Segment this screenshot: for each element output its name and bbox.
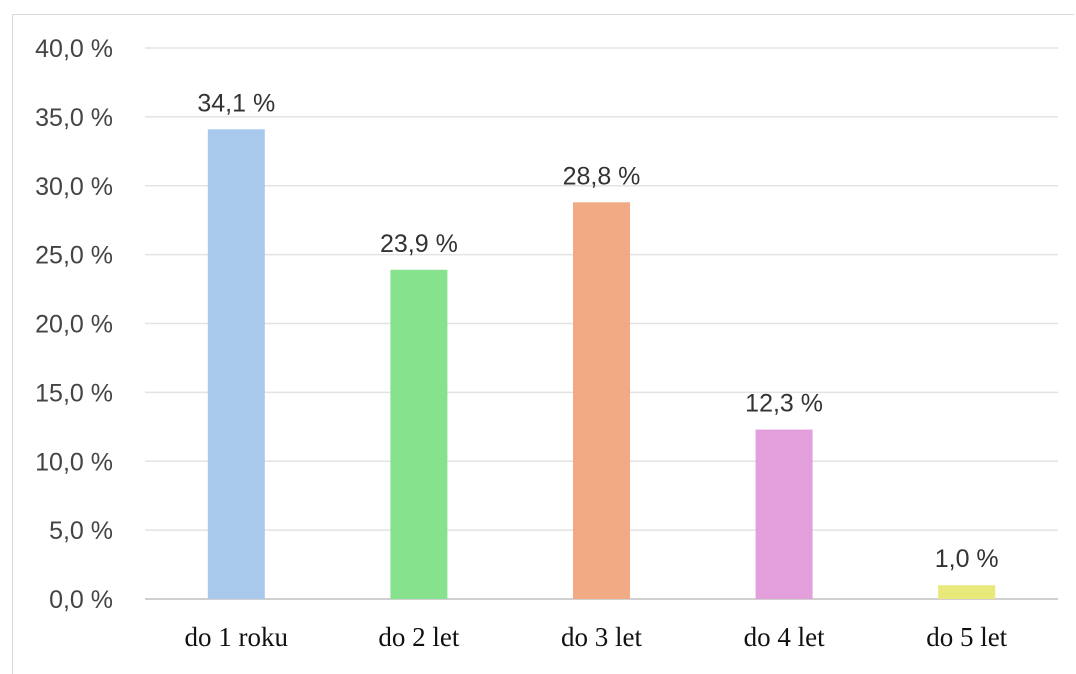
y-tick-label: 35,0 % [35,104,113,132]
chart-frame [12,14,1074,674]
data-label: 23,9 % [380,230,458,258]
x-tick-label: do 3 let [561,622,642,652]
y-tick-label: 15,0 % [35,379,113,407]
data-label: 34,1 % [197,89,275,117]
y-tick-label: 20,0 % [35,311,113,339]
x-tick-label: do 2 let [378,622,459,652]
y-tick-label: 25,0 % [35,242,113,270]
x-tick-label: do 4 let [744,622,825,652]
y-tick-label: 10,0 % [35,448,113,476]
x-tick-label: do 5 let [926,622,1007,652]
data-label: 28,8 % [563,162,641,190]
data-label: 12,3 % [745,390,823,418]
bar [390,269,448,599]
y-tick-label: 30,0 % [35,173,113,201]
bar [755,429,813,599]
bar [207,129,265,599]
y-tick-label: 0,0 % [49,586,113,614]
y-tick-label: 5,0 % [49,517,113,545]
y-tick-label: 40,0 % [35,35,113,63]
bar [573,202,630,599]
bar [938,585,996,599]
x-tick-label: do 1 roku [185,622,289,652]
data-label: 1,0 % [935,545,999,573]
